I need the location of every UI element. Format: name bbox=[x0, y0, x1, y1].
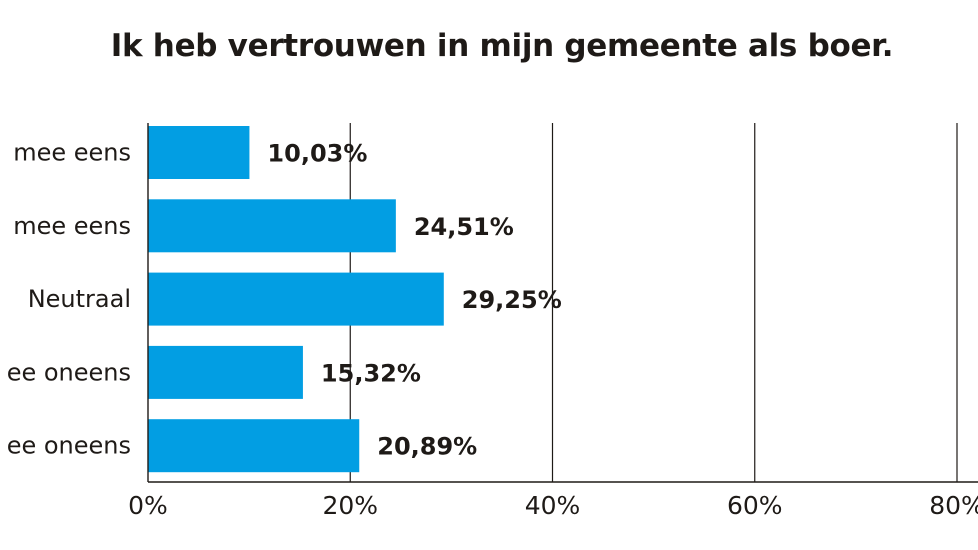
data-label: 20,89% bbox=[377, 433, 477, 461]
x-tick-label: 60% bbox=[727, 491, 783, 520]
data-label: 24,51% bbox=[414, 213, 514, 241]
data-label: 15,32% bbox=[321, 359, 421, 387]
bar bbox=[148, 272, 444, 326]
category-label: ee oneens bbox=[7, 358, 131, 386]
category-label: mee eens bbox=[13, 212, 131, 240]
bar bbox=[148, 419, 360, 473]
category-label: ee oneens bbox=[7, 432, 131, 460]
data-label: 10,03% bbox=[267, 140, 367, 168]
category-label: mee eens bbox=[13, 139, 131, 167]
labels: 0% 20% 40% 60% 80% 10,03% mee eens 24,51% mee ee… bbox=[7, 139, 978, 521]
data-label: 29,25% bbox=[462, 286, 562, 314]
x-tick-label: 0% bbox=[128, 491, 168, 520]
x-tick-label: 20% bbox=[322, 491, 378, 520]
axes bbox=[147, 123, 978, 483]
x-tick-label: 40% bbox=[525, 491, 581, 520]
x-tick-label: 80% bbox=[929, 491, 978, 520]
chart-title: Ik heb vertrouwen in mijn gemeente als b… bbox=[110, 28, 894, 64]
bar bbox=[148, 199, 396, 253]
bar bbox=[148, 345, 303, 399]
bars bbox=[148, 126, 444, 473]
bar bbox=[148, 126, 250, 179]
category-label: Neutraal bbox=[28, 285, 131, 313]
